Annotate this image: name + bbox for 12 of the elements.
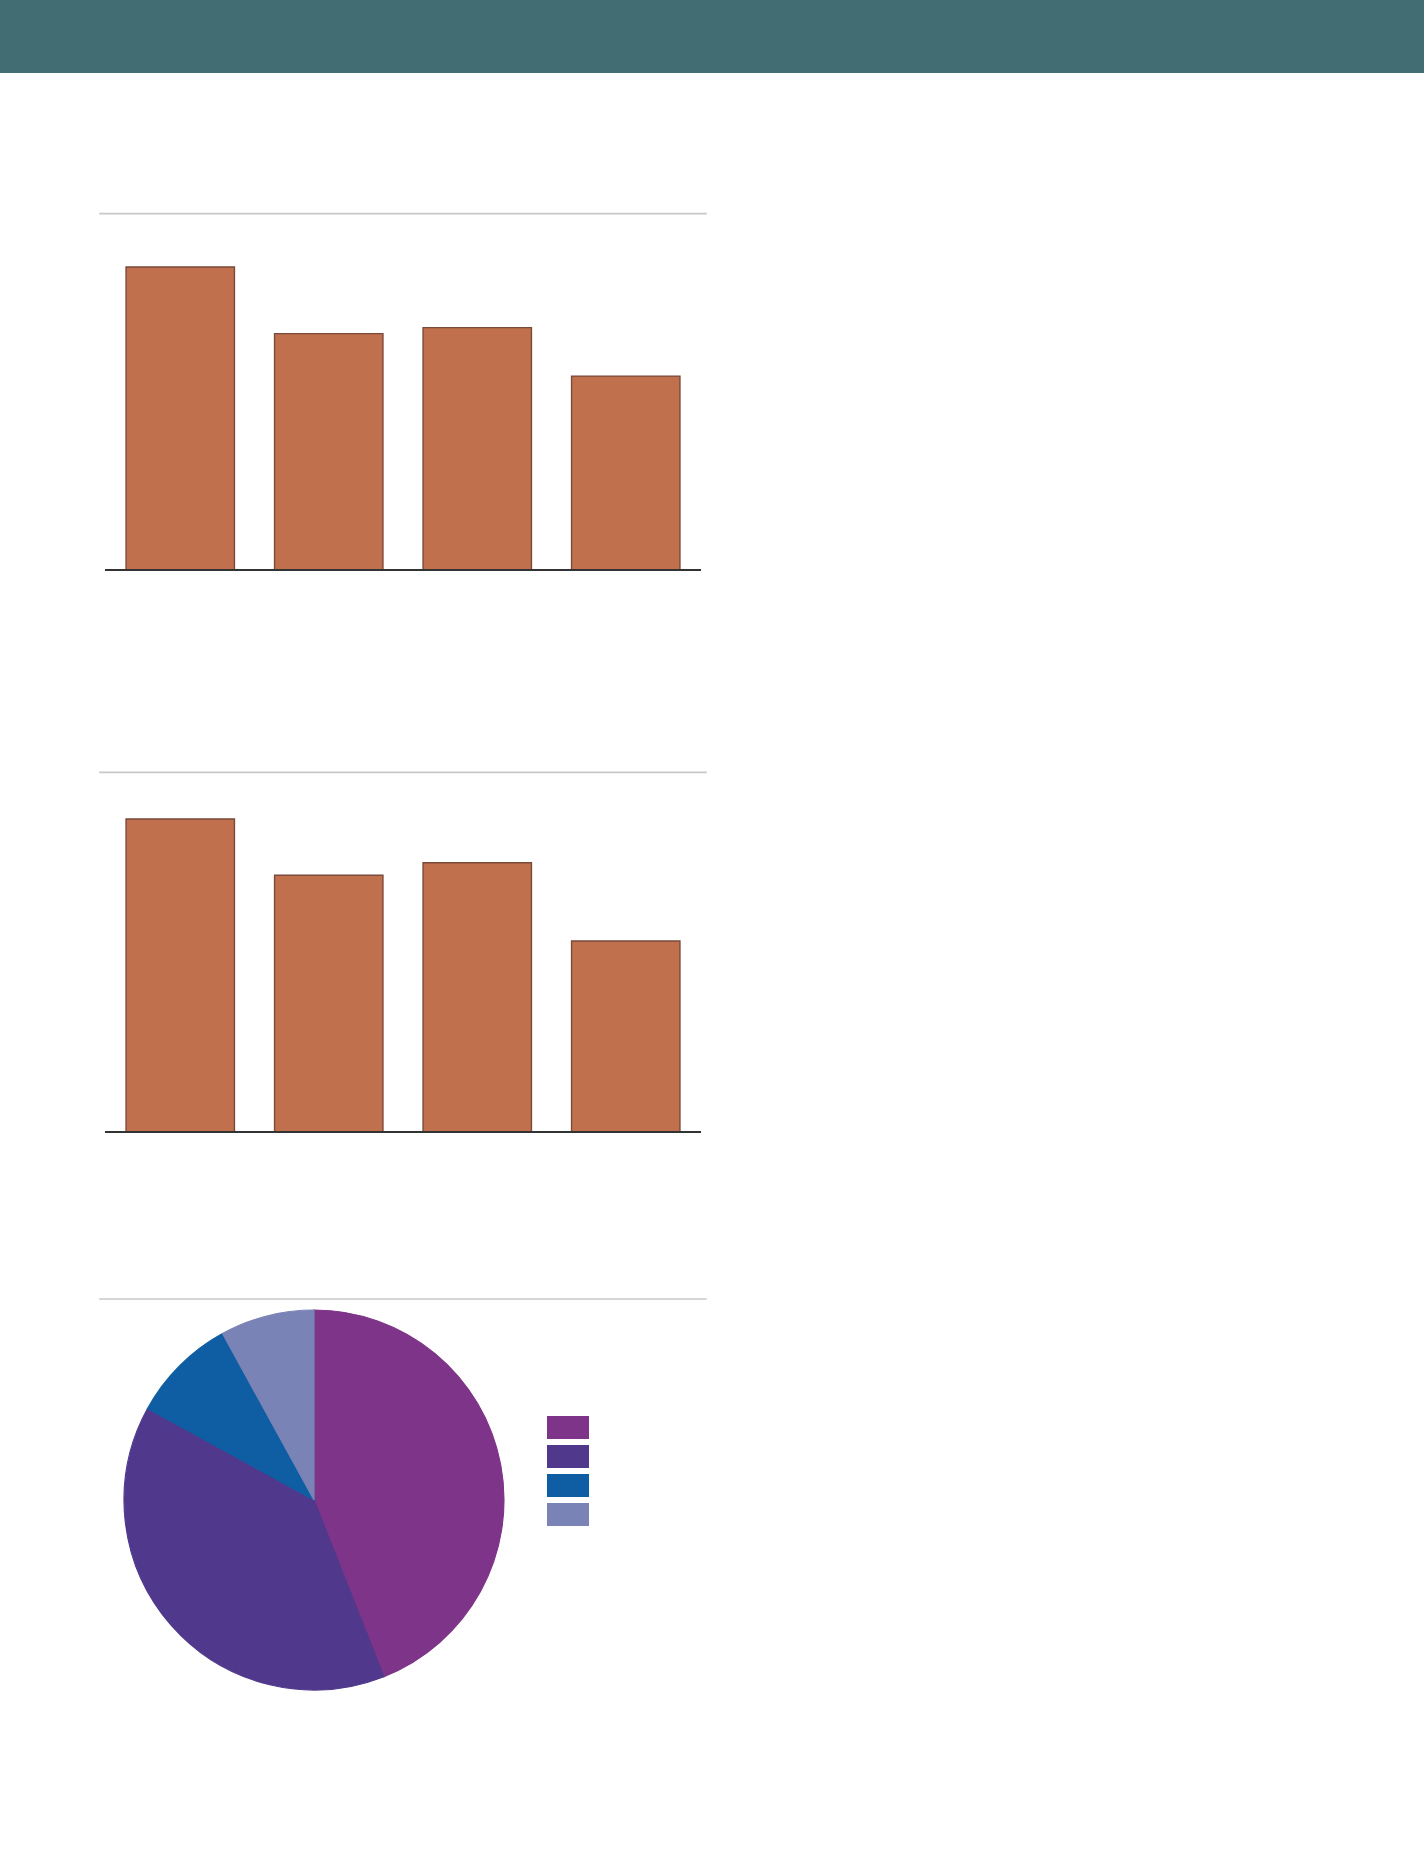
bar xyxy=(125,266,236,570)
bar xyxy=(273,874,384,1132)
pie-slice xyxy=(146,1332,315,1501)
pie-slice xyxy=(123,1407,385,1691)
bar xyxy=(422,862,533,1132)
bar xyxy=(125,818,236,1132)
bar xyxy=(570,375,681,570)
bar xyxy=(570,940,681,1132)
bar xyxy=(273,332,384,570)
bar xyxy=(422,326,533,570)
pie-slice xyxy=(221,1309,315,1501)
pie-slice xyxy=(313,1309,505,1678)
